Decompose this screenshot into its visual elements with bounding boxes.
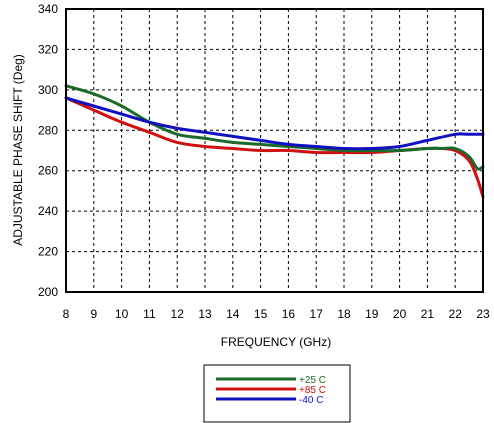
legend-label: +85 C — [299, 385, 326, 396]
series-line-minus40c — [64, 96, 485, 151]
grid — [66, 9, 483, 292]
y-tick-label: 280 — [38, 123, 58, 137]
x-tick-label: 23 — [476, 307, 490, 321]
x-tick-label: 22 — [449, 307, 463, 321]
x-tick-label: 9 — [90, 307, 97, 321]
x-tick-label: 8 — [63, 307, 70, 321]
legend-box — [203, 364, 351, 423]
legend: +25 C+85 C-40 C — [203, 364, 351, 423]
plot-frame — [65, 8, 484, 293]
x-tick-label: 20 — [393, 307, 407, 321]
x-axis-title: FREQUENCY (GHz) — [221, 335, 331, 349]
y-tick-label: 200 — [38, 285, 58, 299]
y-tick-label: 300 — [38, 83, 58, 97]
x-tick-label: 21 — [421, 307, 435, 321]
x-tick-labels: 8 9 10 11 12 13 14 15 16 17 18 19 20 21 22 23 — [63, 307, 490, 321]
y-tick-labels: 200 220 240 260 280 300 320 340 — [38, 2, 58, 299]
x-tick-label: 18 — [337, 307, 351, 321]
x-tick-label: 16 — [282, 307, 296, 321]
y-tick-label: 340 — [38, 2, 58, 16]
x-tick-label: 17 — [310, 307, 324, 321]
x-tick-label: 12 — [171, 307, 185, 321]
series-lines — [64, 84, 485, 199]
x-tick-label: 15 — [254, 307, 268, 321]
series-line-plus85c — [64, 96, 485, 199]
x-tick-label: 10 — [115, 307, 129, 321]
legend-label: +25 C — [299, 375, 326, 386]
legend-label: -40 C — [299, 395, 323, 406]
y-tick-label: 320 — [38, 42, 58, 56]
y-tick-label: 240 — [38, 204, 58, 218]
x-tick-label: 11 — [143, 307, 156, 321]
y-tick-label: 220 — [38, 245, 58, 259]
x-tick-label: 19 — [365, 307, 379, 321]
legend-items: +25 C+85 C-40 C — [216, 375, 326, 406]
x-tick-label: 13 — [198, 307, 212, 321]
x-tick-label: 14 — [226, 307, 240, 321]
y-axis-title: ADJUSTABLE PHASE SHIFT (Deg) — [11, 54, 25, 246]
series-line-plus25c — [64, 84, 485, 171]
y-tick-label: 260 — [38, 164, 58, 178]
